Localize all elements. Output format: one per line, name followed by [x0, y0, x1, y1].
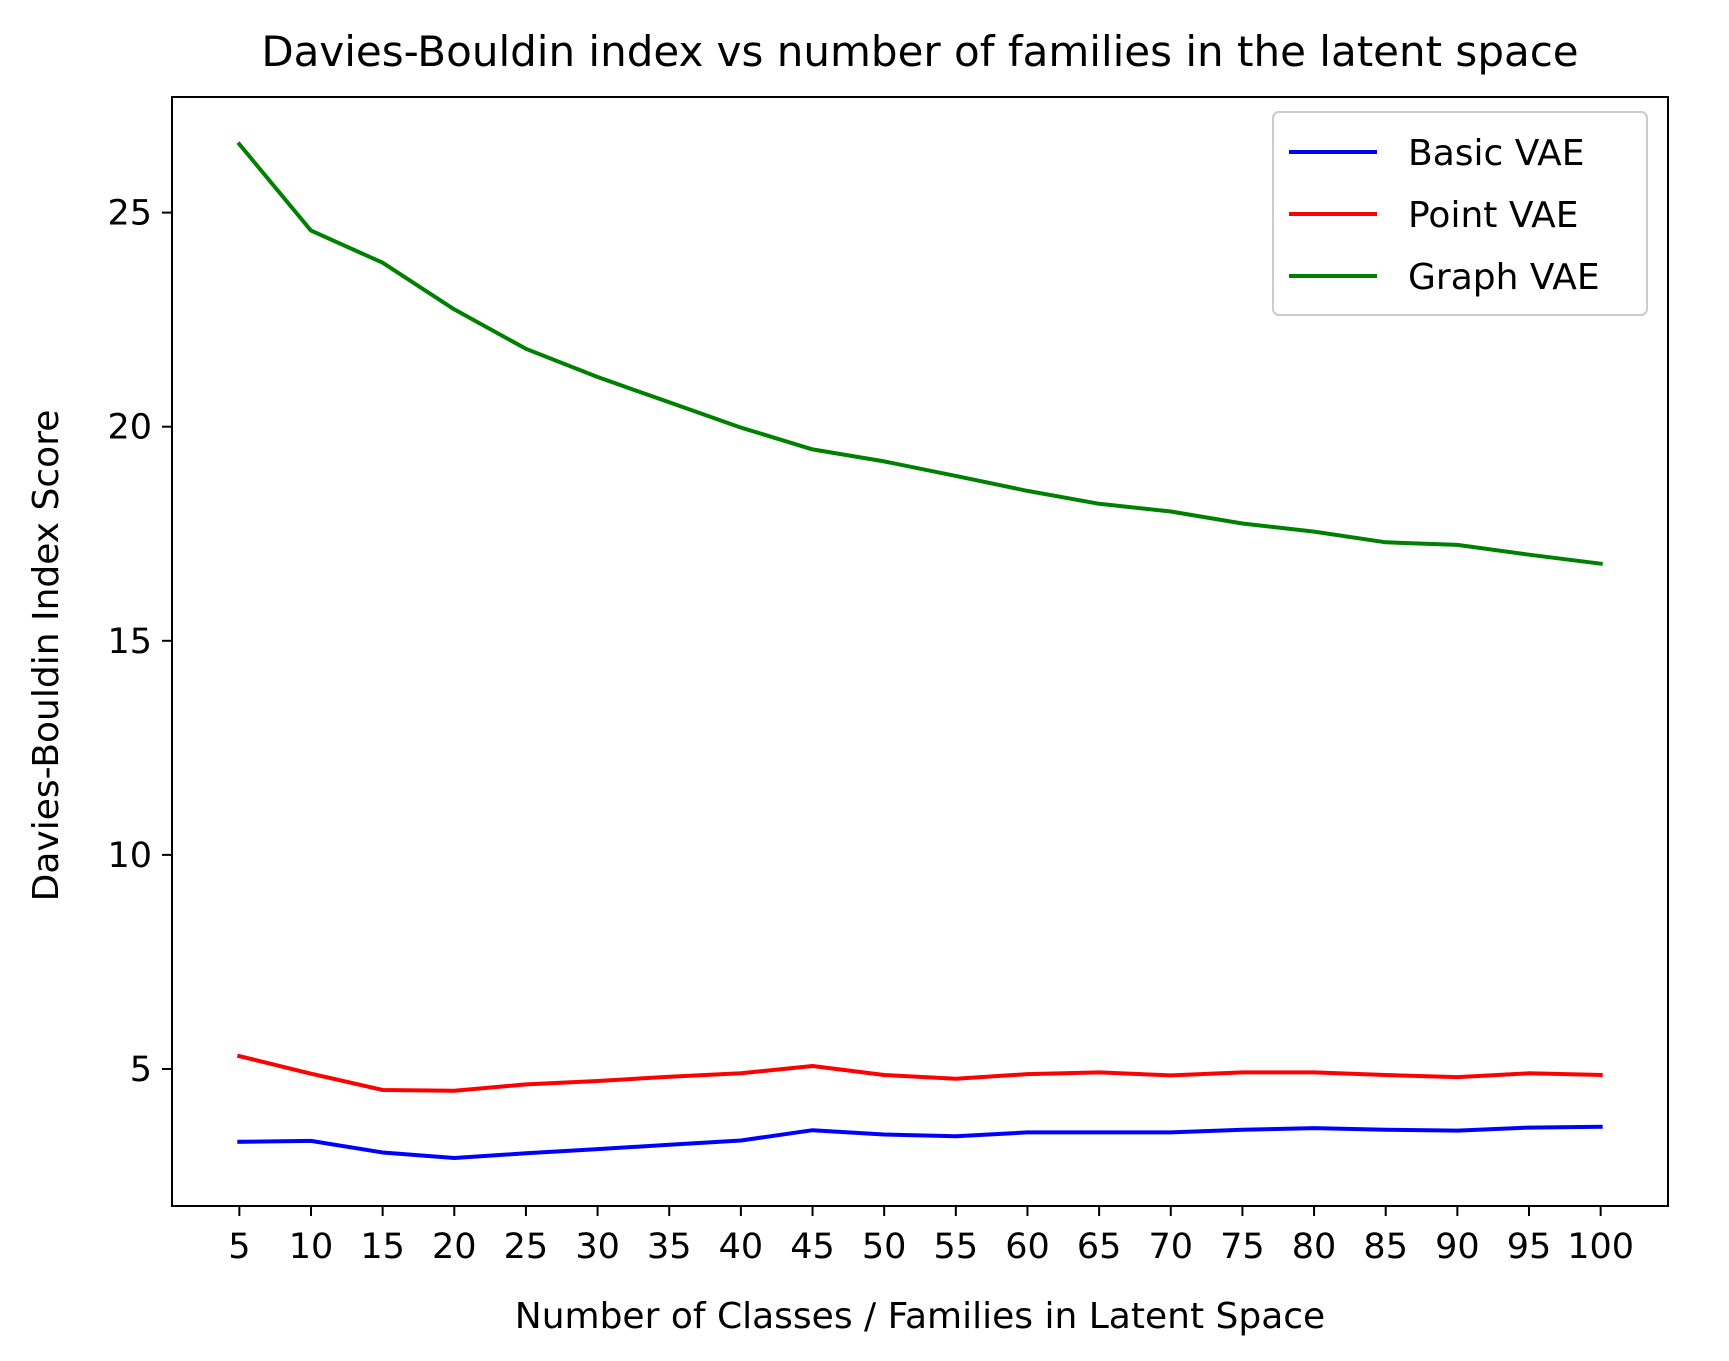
y-tick-label: 15	[107, 622, 152, 662]
x-tick-label: 20	[432, 1227, 477, 1267]
y-axis-title: Davies-Bouldin Index Score	[26, 410, 67, 902]
x-tick-label: 65	[1077, 1227, 1122, 1267]
x-tick-label: 70	[1148, 1227, 1193, 1267]
x-tick-label: 55	[934, 1227, 979, 1267]
y-axis: 5 10 15 20 25	[107, 194, 172, 1090]
y-tick-label: 10	[107, 836, 152, 876]
x-tick-label: 45	[790, 1227, 835, 1267]
x-tick-label: 75	[1220, 1227, 1265, 1267]
x-axis-title: Number of Classes / Families in Latent S…	[515, 1296, 1325, 1337]
x-tick-label: 25	[504, 1227, 549, 1267]
x-tick-label: 30	[575, 1227, 620, 1267]
plot-area-frame	[171, 96, 1669, 1207]
x-tick-label: 10	[289, 1227, 334, 1267]
x-tick-label: 5	[228, 1227, 250, 1267]
x-axis: 5 10 15 20 25 30 35 40 45 50 55 60 65 70 75 80 85 90 95 100	[228, 1206, 1634, 1267]
x-tick-label: 50	[862, 1227, 907, 1267]
legend-label-3: Graph VAE	[1408, 257, 1600, 298]
x-tick-label: 40	[719, 1227, 764, 1267]
x-tick-label: 60	[1005, 1227, 1050, 1267]
x-tick-label: 35	[647, 1227, 692, 1267]
x-tick-label: 90	[1435, 1227, 1480, 1267]
legend: Basic VAE Point VAE Graph VAE	[1272, 111, 1648, 316]
series-layer	[236, 141, 1603, 1160]
x-tick-label: 100	[1567, 1227, 1634, 1267]
y-tick-label: 20	[107, 408, 152, 448]
x-tick-label: 85	[1363, 1227, 1408, 1267]
legend-label-1: Basic VAE	[1408, 133, 1584, 174]
series-line-1	[237, 1124, 1603, 1160]
legend-label-2: Point VAE	[1408, 195, 1579, 236]
legend-frame	[1272, 111, 1648, 316]
y-tick-label: 25	[107, 194, 152, 234]
series-line-3	[236, 141, 1603, 566]
chart-title: Davies-Bouldin index vs number of famili…	[261, 27, 1578, 76]
x-tick-label: 95	[1507, 1227, 1552, 1267]
x-tick-label: 80	[1292, 1227, 1337, 1267]
series-line-2	[236, 1053, 1603, 1093]
y-tick-label: 5	[130, 1050, 152, 1090]
x-tick-label: 15	[360, 1227, 405, 1267]
